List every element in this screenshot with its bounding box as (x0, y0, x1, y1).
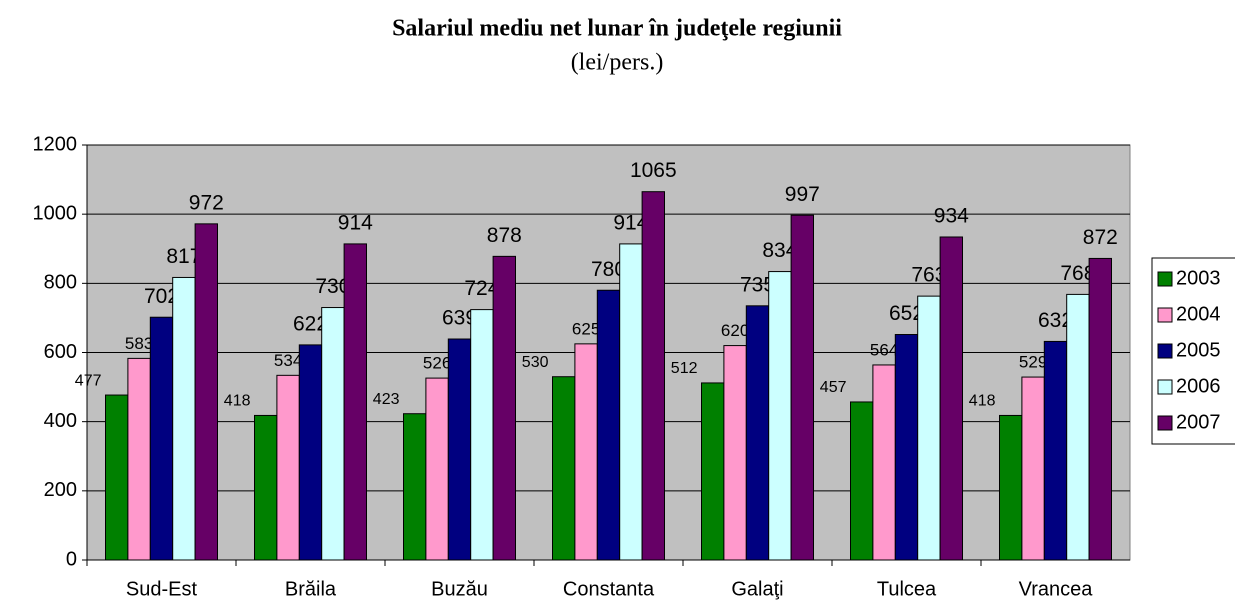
x-tick-label: Sud-Est (126, 578, 198, 600)
bar (574, 343, 598, 561)
bar (1021, 376, 1045, 561)
legend-label: 2003 (1176, 267, 1221, 289)
data-label: 564 (870, 340, 898, 359)
x-tick-label: Galaţi (731, 578, 783, 600)
bar (127, 357, 151, 561)
data-label: 735 (740, 273, 775, 296)
data-label: 512 (671, 360, 698, 377)
bar (850, 401, 874, 561)
y-tick-label: 800 (44, 272, 77, 294)
y-tick-label: 600 (44, 341, 77, 363)
y-tick-label: 200 (44, 479, 77, 501)
data-label: 702 (144, 285, 179, 308)
y-tick-label: 1200 (33, 133, 78, 155)
data-label: 730 (315, 275, 350, 298)
data-label: 418 (224, 393, 251, 410)
chart-title: Salariul mediu net lunar în judeţele reg… (392, 16, 842, 42)
data-label: 768 (1060, 262, 1095, 285)
bar (343, 243, 368, 561)
bar (917, 295, 941, 561)
legend-label: 2004 (1176, 303, 1221, 325)
bar (403, 413, 427, 561)
data-label: 583 (125, 334, 153, 353)
bar (492, 255, 517, 561)
legend-label: 2005 (1176, 339, 1221, 361)
bar (641, 191, 665, 561)
legend-swatch (1157, 415, 1173, 431)
bar (1066, 293, 1090, 561)
data-label: 834 (762, 239, 797, 262)
bar (1088, 257, 1112, 561)
bar (149, 316, 174, 561)
bar (470, 309, 494, 561)
bar (1043, 340, 1068, 561)
data-label: 914 (338, 211, 373, 234)
x-tick-label: Constanta (563, 578, 655, 600)
data-label: 632 (1038, 309, 1073, 332)
data-label: 457 (820, 379, 847, 396)
data-label: 526 (423, 354, 451, 373)
bar (723, 345, 747, 561)
legend-swatch (1157, 343, 1173, 359)
x-tick-label: Brăila (285, 578, 337, 600)
data-label: 625 (572, 319, 600, 338)
data-label: 477 (75, 372, 102, 389)
chart-subtitle: (lei/pers.) (571, 50, 664, 76)
data-label: 530 (522, 354, 549, 371)
bar (894, 334, 919, 561)
bar (194, 223, 219, 561)
bar (596, 289, 621, 561)
data-label: 620 (721, 321, 749, 340)
data-label: 972 (189, 191, 224, 214)
y-tick-label: 1000 (33, 202, 78, 224)
data-label: 622 (293, 312, 328, 335)
bar (701, 382, 725, 561)
data-label: 534 (274, 351, 302, 370)
bar (172, 276, 196, 561)
legend-swatch (1157, 307, 1173, 323)
legend-label: 2007 (1176, 411, 1221, 433)
data-label: 997 (785, 183, 820, 206)
data-label: 780 (591, 258, 626, 281)
bar (745, 305, 770, 561)
bar (321, 307, 345, 561)
bar (447, 338, 472, 561)
legend-swatch (1157, 271, 1173, 287)
data-label: 914 (613, 211, 648, 234)
data-label: 652 (889, 302, 924, 325)
bar (872, 364, 896, 561)
x-tick-label: Vrancea (1019, 578, 1094, 600)
y-tick-label: 0 (66, 548, 77, 570)
data-label: 817 (166, 245, 201, 268)
legend-label: 2006 (1176, 375, 1221, 397)
data-label: 763 (911, 264, 946, 287)
data-label: 934 (934, 205, 969, 228)
bar (105, 394, 129, 561)
bar (768, 271, 792, 561)
data-label: 529 (1019, 353, 1047, 372)
data-label: 418 (969, 393, 996, 410)
data-label: 872 (1083, 226, 1118, 249)
data-label: 639 (442, 307, 477, 330)
x-tick-label: Buzău (431, 578, 488, 600)
x-tick-label: Tulcea (877, 578, 937, 600)
bar (276, 374, 300, 561)
bar (552, 376, 576, 561)
data-label: 878 (487, 224, 522, 247)
bar (619, 243, 643, 561)
bar (425, 377, 449, 561)
data-label: 1065 (630, 159, 677, 182)
y-tick-label: 400 (44, 410, 77, 432)
bar (939, 236, 963, 561)
bar (999, 414, 1023, 561)
bar (298, 344, 323, 561)
data-label: 724 (464, 277, 499, 300)
bar (790, 214, 814, 561)
data-label: 423 (373, 391, 400, 408)
legend-swatch (1157, 379, 1173, 395)
bar (254, 414, 278, 561)
